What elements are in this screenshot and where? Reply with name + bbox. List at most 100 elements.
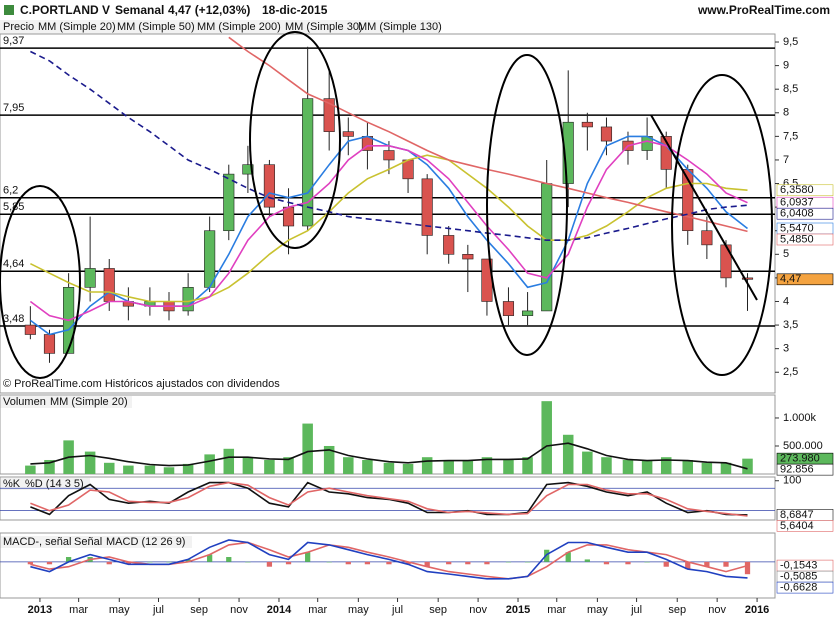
x-tick-label: may <box>348 604 369 616</box>
histogram-bar <box>685 561 691 570</box>
x-tick-label: 2013 <box>28 604 52 616</box>
legend-item: MACD (12 26 9) <box>106 536 185 548</box>
legend-item: Señal <box>74 536 102 548</box>
candle-body <box>383 150 395 161</box>
candle-body <box>462 254 474 260</box>
date: 18-dic-2015 <box>262 3 328 17</box>
value-tag-box <box>776 207 834 220</box>
series-line <box>228 36 748 233</box>
bar <box>362 459 373 474</box>
bar <box>144 465 156 474</box>
histogram-bar <box>465 561 471 565</box>
bar <box>103 462 115 474</box>
series-line <box>30 50 748 241</box>
bar <box>601 457 612 474</box>
bar <box>402 463 414 474</box>
legend-item: MM (Simple 20) <box>50 396 128 408</box>
x-tick-label: sep <box>190 604 208 616</box>
last-price: 4,47 (+12,03%) <box>168 3 250 17</box>
histogram-bar <box>226 557 232 562</box>
histogram-bar <box>345 561 351 565</box>
candle-body <box>182 287 194 312</box>
bar <box>682 459 694 474</box>
histogram-bar <box>386 561 392 565</box>
x-tick-label: sep <box>668 604 686 616</box>
bar <box>503 459 514 474</box>
histogram-bar <box>46 561 53 565</box>
x-tick-label: jul <box>152 604 164 616</box>
y-tick-label: 7,5 <box>783 130 798 142</box>
candle-body <box>443 235 455 255</box>
value-tag: 4,47 <box>780 273 801 285</box>
histogram-bar <box>505 561 512 563</box>
bar <box>421 457 433 474</box>
bar <box>443 459 454 474</box>
y-tick-label: 9 <box>783 60 789 72</box>
candle-body <box>421 178 433 236</box>
annotations <box>0 31 773 379</box>
candle-body <box>562 121 574 184</box>
histogram-bar <box>424 561 430 567</box>
value-tag: 6,3580 <box>780 184 814 196</box>
value-tag: 5,4850 <box>780 233 814 245</box>
x-tick-label: 2014 <box>267 604 292 616</box>
x-tick-label: jul <box>630 604 642 616</box>
histogram-bar <box>207 554 213 562</box>
bar <box>264 459 275 474</box>
histogram-bar <box>663 561 669 567</box>
histogram-bar <box>185 559 191 562</box>
histogram-bar <box>565 552 571 562</box>
series-line <box>30 539 748 580</box>
bar <box>283 457 294 474</box>
ellipse <box>486 54 568 356</box>
icon <box>4 5 14 15</box>
histogram-bar <box>106 561 112 565</box>
value-tag: 5,6404 <box>780 520 814 532</box>
bar <box>660 457 672 474</box>
bar <box>720 462 732 474</box>
x-tick-label: sep <box>429 604 447 616</box>
bar <box>541 401 552 474</box>
candle-body <box>581 121 593 128</box>
x-tick-label: nov <box>230 604 248 616</box>
value-tag-box <box>776 520 834 532</box>
ticker: C.PORTLAND V <box>20 3 110 17</box>
x-tick-label: jul <box>391 604 403 616</box>
x-tick-label: mar <box>308 604 327 616</box>
y-tick-label: 5 <box>783 248 789 260</box>
bar <box>383 462 395 474</box>
value-tag: -0,1543 <box>780 560 817 572</box>
source: www.ProRealTime.com <box>697 3 830 17</box>
histogram-bar <box>305 552 311 562</box>
value-tag: 273.980 <box>780 453 820 465</box>
bar <box>323 445 335 474</box>
legend-bar <box>0 20 440 34</box>
series-line <box>29 140 748 322</box>
histogram-bar <box>166 561 172 563</box>
value-tag-box <box>776 581 834 594</box>
candle-body <box>323 98 335 132</box>
legend-item: MM (Simple 200) <box>197 21 281 33</box>
candle-body <box>282 206 295 227</box>
y-tick-label: 9,5 <box>783 36 798 48</box>
period: Semanal <box>115 3 164 17</box>
histogram-bar <box>744 561 751 575</box>
ellipse <box>671 74 773 376</box>
x-tick-label: nov <box>469 604 487 616</box>
candle-body <box>263 164 275 208</box>
candle-body <box>541 183 553 312</box>
candle-body <box>24 324 36 335</box>
bar <box>44 459 55 474</box>
y-tick-label: 3 <box>783 343 789 355</box>
bar <box>182 463 194 474</box>
legend-bar <box>0 478 90 490</box>
ellipse <box>249 31 341 249</box>
bar <box>622 459 634 474</box>
candle-body <box>103 268 115 302</box>
x-tick-label: may <box>109 604 130 616</box>
footer-note: © ProRealTime.com Históricos ajustados c… <box>3 378 280 390</box>
candle-body <box>223 173 235 232</box>
bar <box>223 448 235 474</box>
value-tag: 6,0937 <box>780 197 814 209</box>
legend-price: Precio <box>3 21 34 33</box>
